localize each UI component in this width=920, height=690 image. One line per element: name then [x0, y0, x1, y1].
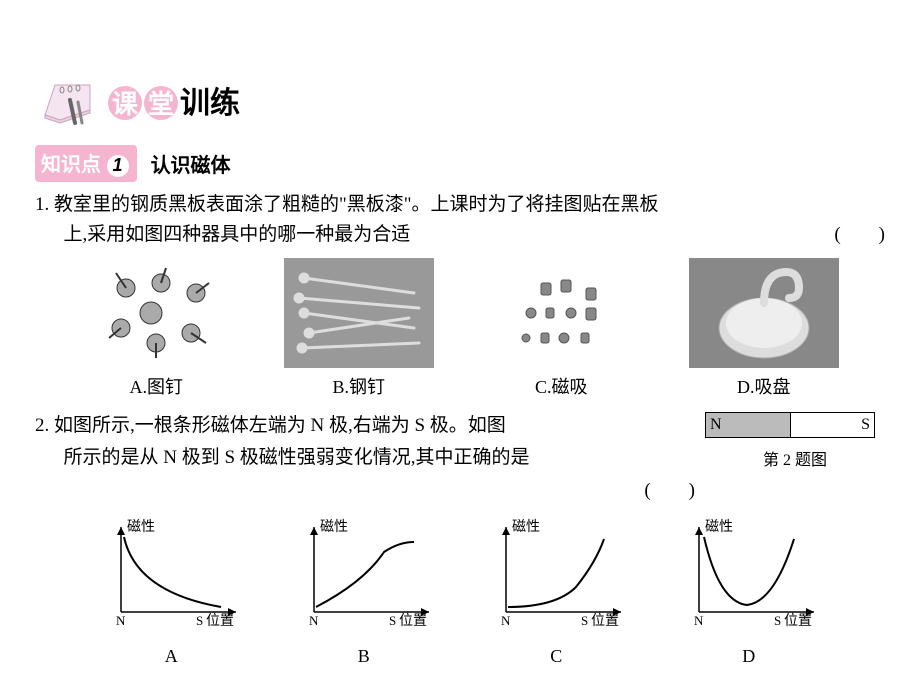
xs-b: S	[389, 613, 396, 628]
graph-d-svg: 磁性 N S 位置	[669, 517, 829, 632]
xs-d: S	[774, 613, 781, 628]
magnet-s: S	[790, 413, 875, 437]
xlabel-b: 位置	[399, 613, 427, 629]
badge-label: 知识点 1	[35, 145, 137, 182]
fig-caption: 第 2 题图	[705, 448, 885, 474]
xn-d: N	[694, 613, 704, 628]
graph-a: 磁性 N S 位置 A	[91, 517, 251, 671]
q2-figure: N S 第 2 题图	[705, 410, 885, 474]
q1-line2: 上,采用如图四种器具中的哪一种最为合适	[64, 224, 411, 245]
graph-c: 磁性 N S 位置 C	[476, 517, 636, 671]
q1-paren: ( )	[863, 220, 885, 250]
q2-text: 2. 如图所示,一根条形磁体左端为 N 极,右端为 S 极。如图 所示的是从 N…	[35, 410, 705, 507]
option-d-label: D.吸盘	[689, 373, 839, 402]
badge-num: 1	[105, 153, 131, 179]
option-c: C.磁吸	[486, 258, 636, 402]
question-1: 1. 教室里的钢质黑板表面涂了粗糙的"黑板漆"。上课时为了将挂图贴在黑板 上,采…	[0, 182, 920, 403]
question-2: 2. 如图所示,一根条形磁体左端为 N 极,右端为 S 极。如图 所示的是从 N…	[0, 402, 920, 671]
ylabel-b: 磁性	[320, 519, 348, 535]
graph-d-label: D	[669, 642, 829, 671]
graph-c-label: C	[476, 642, 636, 671]
notebook-icon	[40, 75, 100, 125]
magnets-image	[486, 258, 636, 368]
header-pill-1: 课	[108, 86, 142, 120]
q2-paren: ( )	[673, 475, 705, 507]
section-header: 课堂训练	[0, 0, 920, 130]
knowledge-title: 认识磁体	[151, 149, 231, 178]
badge-text: 知识点	[41, 154, 101, 176]
option-d: D.吸盘	[689, 258, 839, 402]
xs-a: S	[196, 613, 203, 628]
graph-d: 磁性 N S 位置 D	[669, 517, 829, 671]
header-rest: 训练	[180, 87, 240, 120]
option-b-label: B.钢钉	[284, 373, 434, 402]
graph-b-label: B	[284, 642, 444, 671]
bar-magnet: N S	[705, 412, 875, 438]
ylabel-d: 磁性	[705, 519, 733, 535]
graph-a-svg: 磁性 N S 位置	[91, 517, 251, 632]
option-a: A.图钉	[81, 258, 231, 402]
xlabel-a: 位置	[206, 613, 234, 629]
thumbtack-image	[81, 258, 231, 368]
knowledge-badge: 知识点 1 认识磁体	[35, 145, 231, 182]
q2-line2: 所示的是从 N 极到 S 极磁性强弱变化情况,其中正确的是	[64, 447, 530, 468]
suction-cup-image	[689, 258, 839, 368]
q2-line1: 2. 如图所示,一根条形磁体左端为 N 极,右端为 S 极。如图	[35, 415, 506, 436]
graph-c-svg: 磁性 N S 位置	[476, 517, 636, 632]
q1-text: 1. 教室里的钢质黑板表面涂了粗糙的"黑板漆"。上课时为了将挂图贴在黑板 上,采…	[35, 190, 885, 251]
xlabel-c: 位置	[591, 613, 619, 629]
xn-b: N	[309, 613, 319, 628]
xlabel-d: 位置	[784, 613, 812, 629]
xn-c: N	[501, 613, 511, 628]
graph-b-svg: 磁性 N S 位置	[284, 517, 444, 632]
header-title: 课堂训练	[108, 78, 240, 122]
graph-b: 磁性 N S 位置 B	[284, 517, 444, 671]
ylabel-a: 磁性	[127, 519, 155, 535]
nails-image	[284, 258, 434, 368]
ylabel-c: 磁性	[512, 519, 540, 535]
q2-graphs: 磁性 N S 位置 A 磁性 N S 位置 B	[35, 517, 885, 671]
option-b: B.钢钉	[284, 258, 434, 402]
q1-line1: 1. 教室里的钢质黑板表面涂了粗糙的"黑板漆"。上课时为了将挂图贴在黑板	[35, 194, 659, 215]
header-pill-2: 堂	[144, 86, 178, 120]
option-c-label: C.磁吸	[486, 373, 636, 402]
magnet-n: N	[706, 413, 790, 437]
xs-c: S	[581, 613, 588, 628]
graph-a-label: A	[91, 642, 251, 671]
xn-a: N	[116, 613, 126, 628]
q1-options: A.图钉 B.钢钉	[35, 258, 885, 402]
option-a-label: A.图钉	[81, 373, 231, 402]
